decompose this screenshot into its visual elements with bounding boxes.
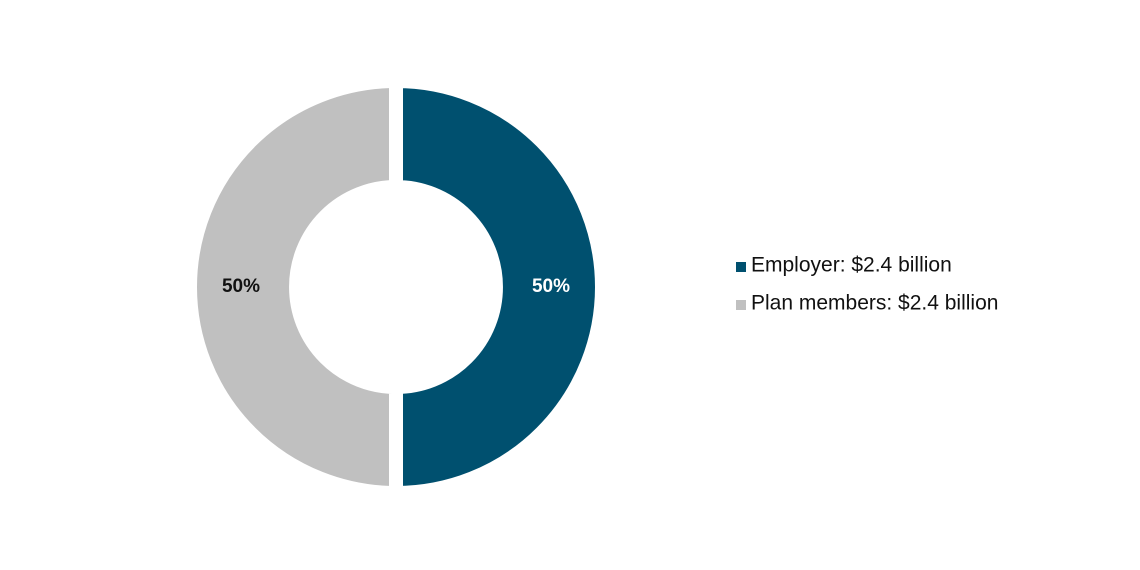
donut-slice <box>389 73 609 501</box>
value-label: 50% <box>222 276 260 297</box>
value-label: 50% <box>532 276 570 297</box>
legend-swatch <box>736 300 746 310</box>
legend-swatch <box>736 262 746 272</box>
legend-label: Plan members: $2.4 billion <box>751 292 998 315</box>
legend-label: Employer: $2.4 billion <box>751 254 952 277</box>
donut-slice <box>183 73 403 501</box>
